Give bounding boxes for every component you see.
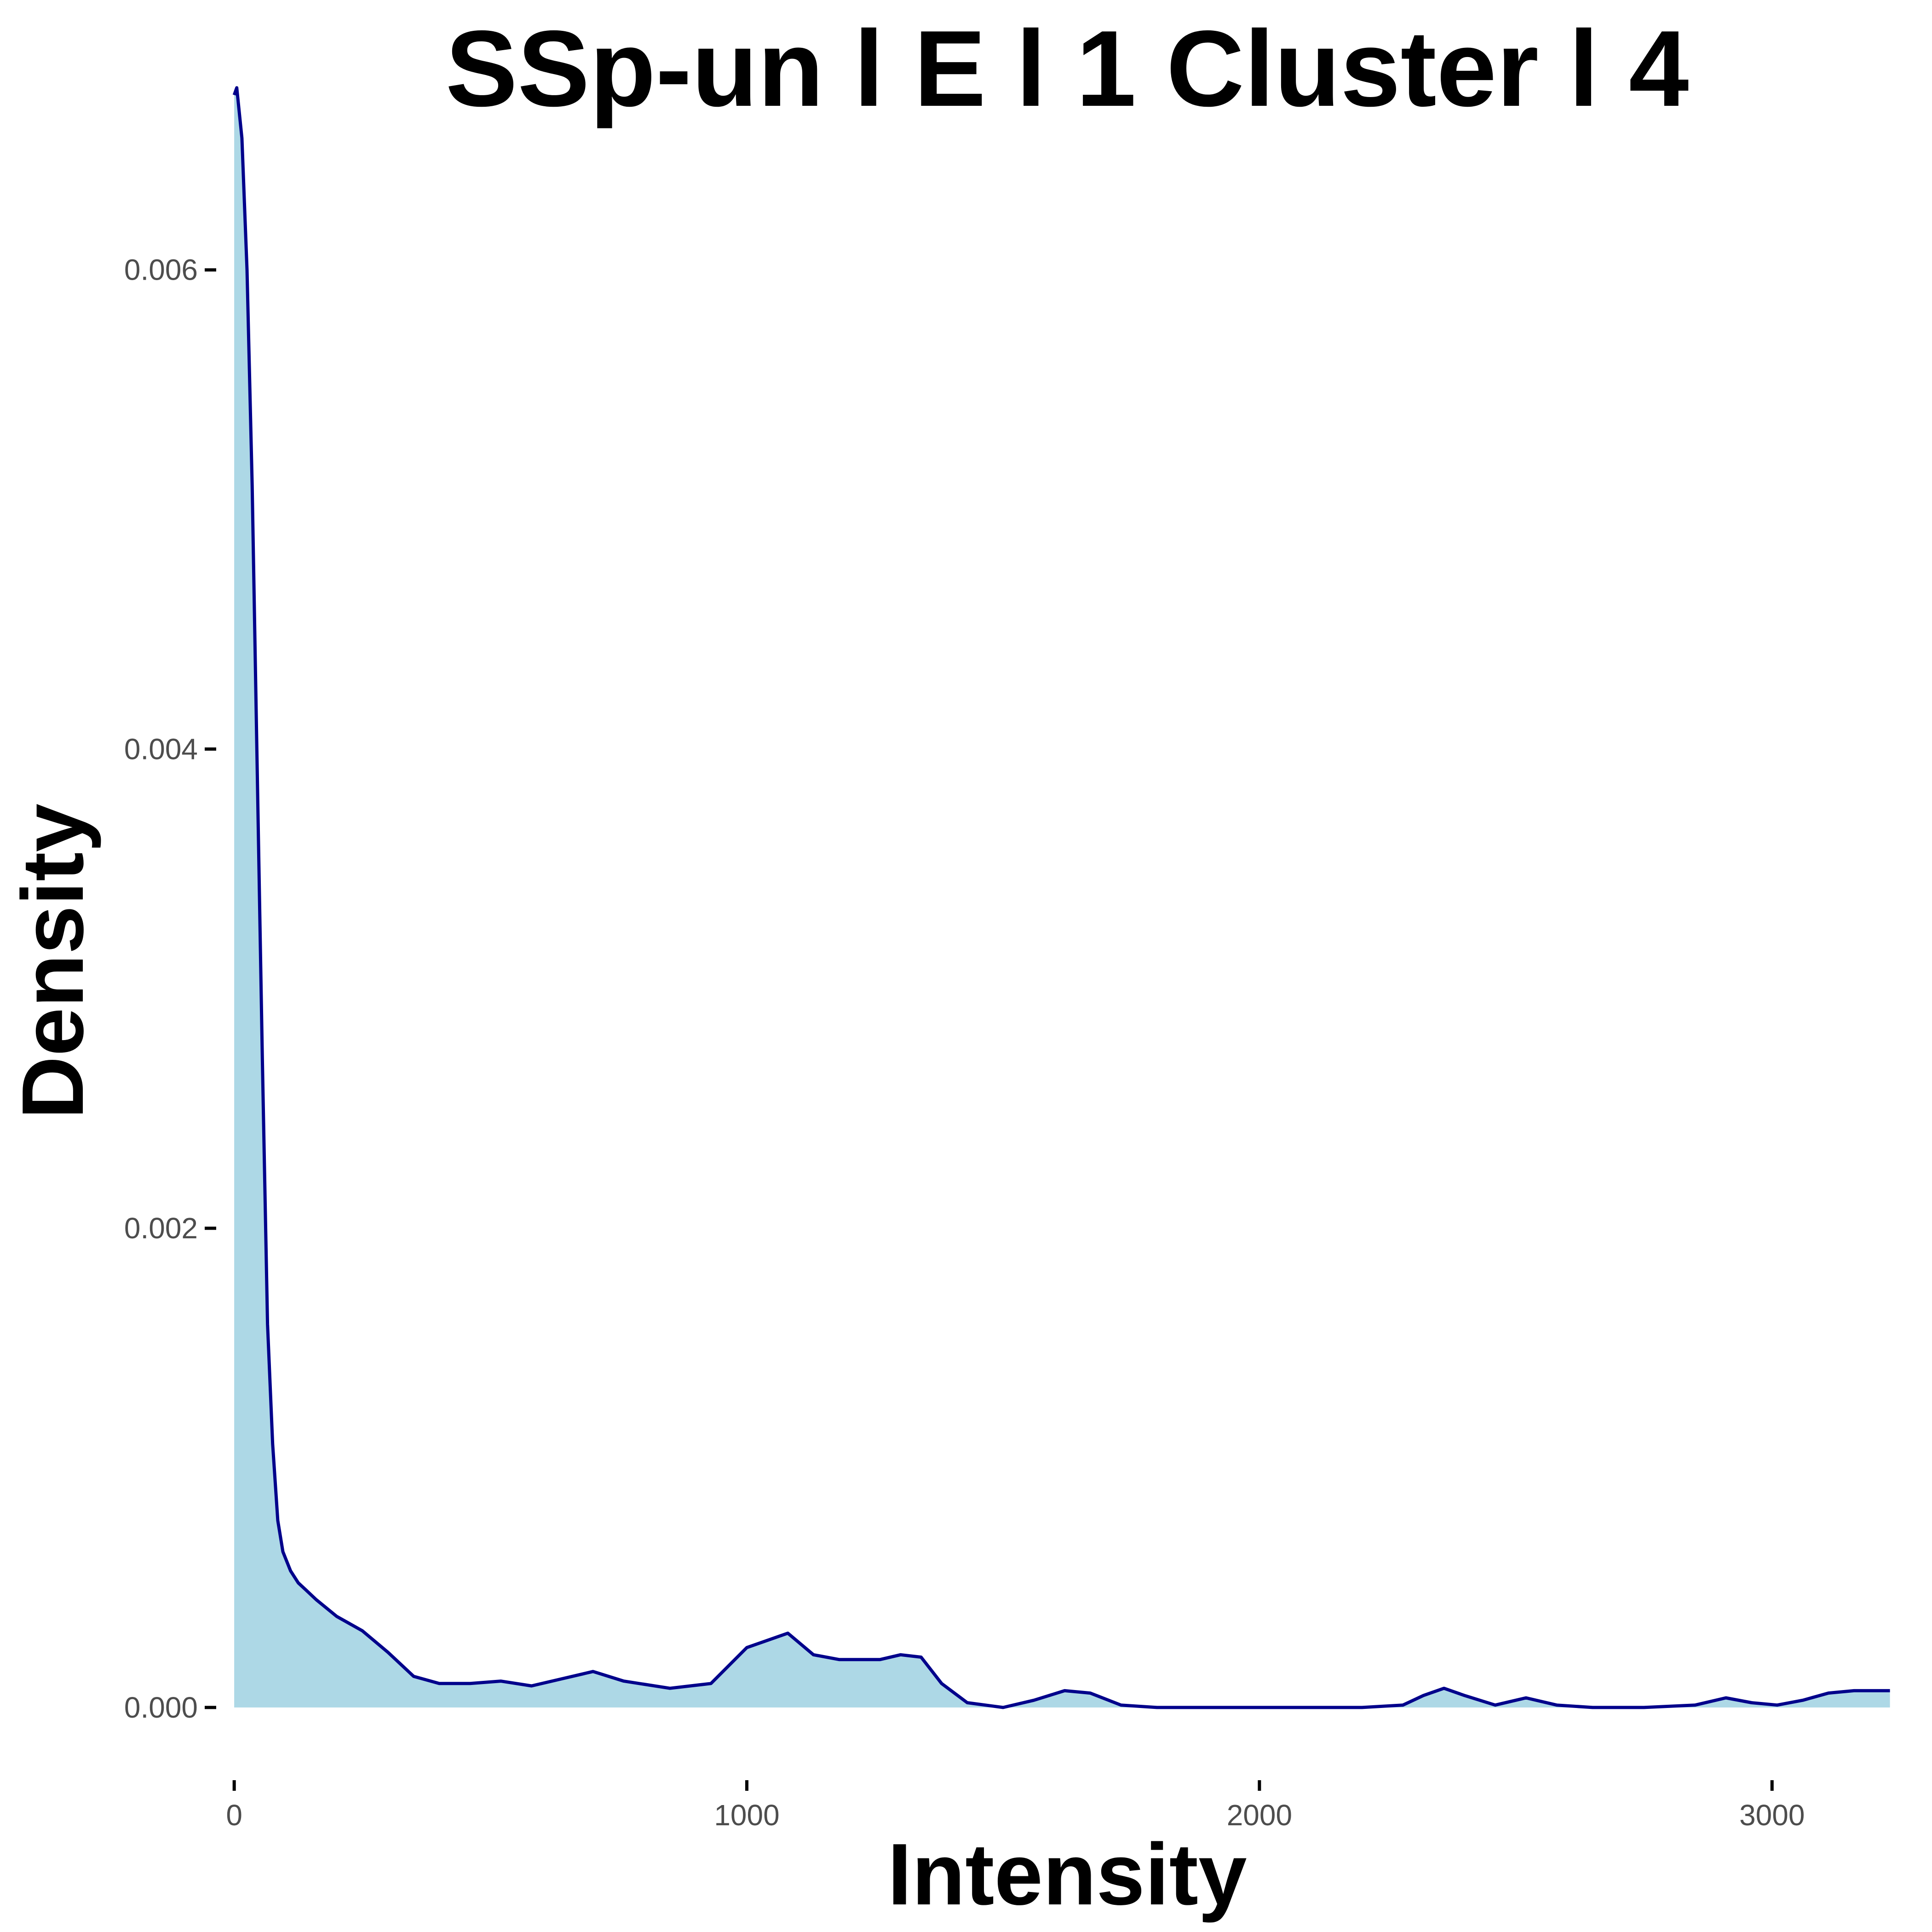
- x-axis-title: Intensity: [887, 1826, 1247, 1923]
- y-axis-title: Density: [4, 804, 102, 1119]
- chart-title: SSp-un l E l 1 Cluster l 4: [445, 8, 1689, 129]
- density-area-fill: [234, 87, 1890, 1708]
- x-tick-label: 3000: [1739, 1799, 1805, 1832]
- x-axis: 0 1000 2000 3000: [226, 1780, 1805, 1832]
- density-curve-line: [232, 86, 1890, 1709]
- x-tick-label: 2000: [1227, 1799, 1292, 1832]
- plot-area: [232, 86, 1890, 1709]
- y-tick-label: 0.002: [124, 1212, 198, 1245]
- y-tick-label: 0.000: [124, 1691, 198, 1724]
- x-tick-label: 0: [226, 1799, 242, 1832]
- x-tick-label: 1000: [714, 1799, 779, 1832]
- y-axis: 0.000 0.002 0.004 0.006: [124, 253, 216, 1724]
- y-tick-label: 0.004: [124, 732, 198, 765]
- y-tick-label: 0.006: [124, 253, 198, 287]
